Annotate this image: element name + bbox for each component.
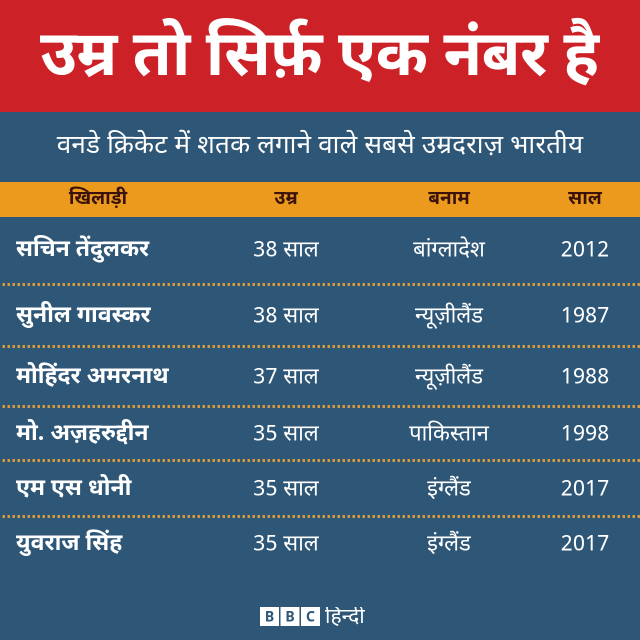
svg-text:B: B bbox=[285, 609, 294, 628]
svg-text:C: C bbox=[306, 609, 315, 628]
svg-text:हिन्दी: हिन्दी bbox=[325, 607, 365, 627]
svg-text:B: B bbox=[265, 609, 274, 628]
